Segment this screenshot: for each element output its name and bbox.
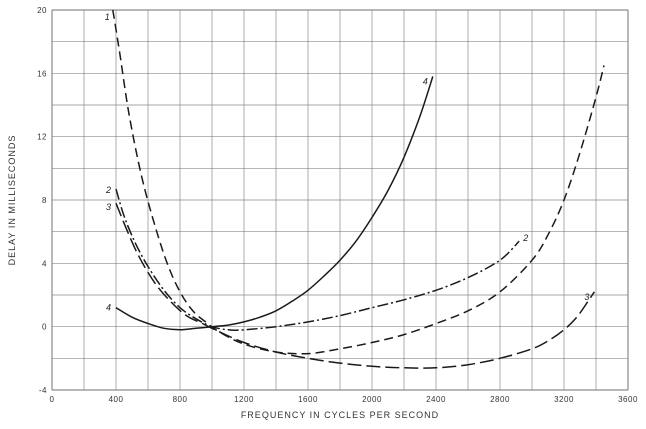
x-tick-label: 800 — [173, 395, 188, 404]
x-tick-label: 2400 — [426, 395, 446, 404]
y-tick-label: 4 — [42, 259, 47, 268]
x-tick-label: 3200 — [554, 395, 574, 404]
y-tick-label: -4 — [39, 386, 47, 395]
curve-3 — [115, 202, 596, 369]
curve-labels: 1 2 2 3 3 4 4 — [105, 12, 590, 313]
curve-label-1: 1 — [105, 12, 110, 22]
y-tick-label: 12 — [37, 133, 47, 142]
grid — [51, 9, 629, 391]
y-tick-label: 0 — [42, 323, 47, 332]
x-tick-label: 1600 — [298, 395, 318, 404]
curves — [112, 9, 605, 369]
curve-label-2-start: 2 — [105, 185, 111, 195]
tick-labels: 0 400 800 1200 1600 2000 2400 2800 3200 3600-4048… — [37, 6, 638, 404]
x-tick-label: 2800 — [490, 395, 510, 404]
curve-label-3-start: 3 — [106, 202, 111, 212]
x-tick-label: 2000 — [362, 395, 382, 404]
y-tick-label: 16 — [37, 69, 47, 78]
y-tick-label: 8 — [42, 196, 47, 205]
x-tick-label: 0 — [50, 395, 55, 404]
curve-label-4-start: 4 — [106, 303, 111, 313]
curve-label-2: 2 — [522, 233, 528, 243]
x-tick-label: 400 — [109, 395, 124, 404]
x-tick-label: 3600 — [618, 395, 638, 404]
curve-1 — [112, 9, 605, 355]
y-tick-label: 20 — [37, 6, 47, 15]
x-tick-label: 1200 — [234, 395, 254, 404]
curve-label-3: 3 — [584, 292, 589, 302]
curve-label-4: 4 — [423, 77, 428, 87]
x-axis-label: FREQUENCY IN CYCLES PER SECOND — [241, 410, 439, 420]
y-axis-label: DELAY IN MILLISECONDS — [7, 135, 17, 266]
curve-4 — [115, 76, 434, 331]
curve-2 — [115, 188, 520, 331]
